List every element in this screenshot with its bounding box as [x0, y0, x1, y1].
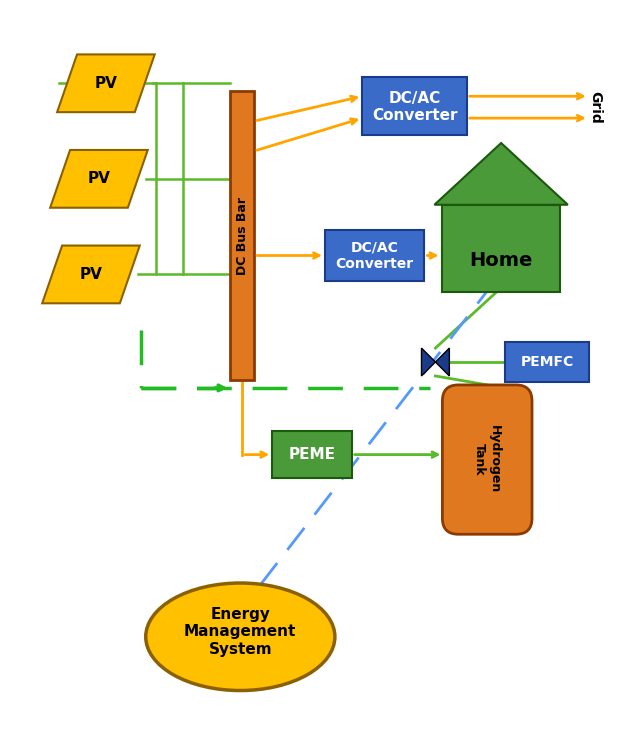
FancyBboxPatch shape — [505, 342, 589, 382]
FancyBboxPatch shape — [442, 205, 560, 293]
Text: PV: PV — [80, 267, 102, 282]
Polygon shape — [42, 245, 140, 304]
FancyBboxPatch shape — [272, 431, 352, 478]
Text: PEME: PEME — [289, 447, 336, 462]
Text: Hydrogen
Tank: Hydrogen Tank — [473, 426, 501, 494]
FancyBboxPatch shape — [442, 385, 532, 534]
Polygon shape — [434, 143, 568, 205]
FancyBboxPatch shape — [230, 91, 254, 380]
Text: PEMFC: PEMFC — [520, 355, 574, 369]
Text: PV: PV — [88, 171, 110, 187]
Text: Grid: Grid — [589, 91, 603, 123]
Text: Home: Home — [470, 251, 533, 270]
Text: Converter: Converter — [372, 107, 457, 123]
Ellipse shape — [146, 583, 335, 691]
Polygon shape — [57, 54, 155, 112]
Text: Energy
Management
System: Energy Management System — [184, 607, 297, 656]
Text: PV: PV — [94, 76, 117, 91]
Polygon shape — [421, 348, 449, 376]
Polygon shape — [50, 150, 147, 208]
Text: DC/AC: DC/AC — [388, 90, 441, 106]
FancyBboxPatch shape — [325, 229, 424, 282]
Text: DC/AC: DC/AC — [350, 240, 399, 254]
Text: DC Bus Bar: DC Bus Bar — [236, 196, 249, 275]
FancyBboxPatch shape — [362, 77, 467, 135]
Text: Converter: Converter — [336, 257, 414, 271]
